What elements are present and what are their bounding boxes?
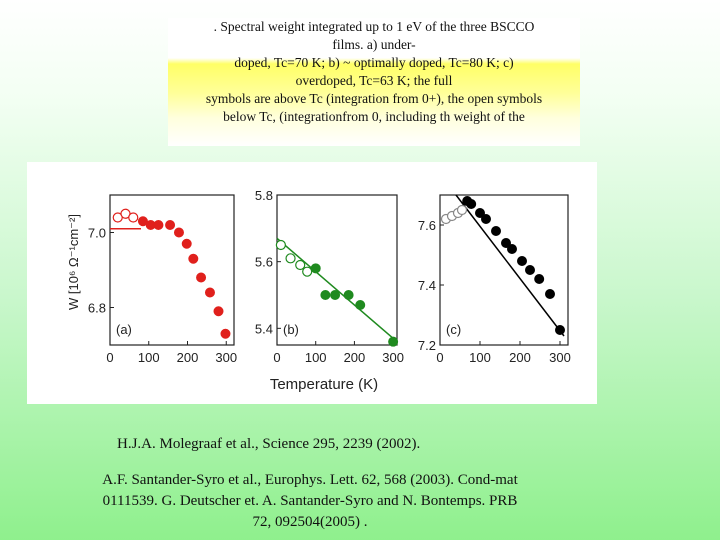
panel-2-label: (c): [446, 322, 461, 337]
panel-1-y-tick-label: 5.8: [255, 188, 273, 203]
panel-1-label: (b): [283, 322, 299, 337]
y-axis-label: W [10⁶ Ω⁻¹cm⁻²]: [66, 214, 81, 310]
panel-0-x-tick-label: 0: [106, 350, 113, 365]
panel-2-frame: [439, 194, 569, 346]
panel-0-x-tick-label: 200: [177, 350, 199, 365]
panel-1-frame: [276, 194, 398, 346]
panel-2-x-tick-label: 200: [509, 350, 531, 365]
panel-2-full-point: [525, 265, 535, 275]
panel-2-x-tick-label: 300: [549, 350, 571, 365]
panel-2-x-tick-label: 0: [436, 350, 443, 365]
reference-molegraaf: H.J.A. Molegraaf et al., Science 295, 22…: [117, 436, 421, 452]
panel-1-y-tick-label: 5.4: [255, 321, 273, 336]
panel-0-full-point: [196, 272, 207, 283]
figure-canvas: W [10⁶ Ω⁻¹cm⁻²] Temperature (K) 0 100 200 3…: [66, 188, 571, 393]
panel-0-y-tick-label: 7.0: [88, 226, 106, 241]
panel-0-full-point: [165, 220, 176, 230]
panel-1-open-point: [295, 259, 306, 271]
panel-1-x-tick-label: 100: [305, 350, 327, 365]
panel-2-full-point: [475, 208, 485, 218]
panel-2-y-tick-label: 7.4: [418, 278, 436, 293]
panel-1-open-point: [275, 239, 286, 251]
panel-0-y-tick-label: 6.8: [88, 301, 106, 316]
caption-line: symbols are above Tc (integration from 0…: [205, 91, 543, 106]
panel-0-full-point: [204, 287, 215, 298]
caption-line: overdoped, Tc=63 K; the full: [295, 73, 453, 88]
panel-0-full-point: [220, 328, 231, 339]
panel-0-x-tick-label: 100: [138, 350, 160, 365]
panel-0-full-point: [213, 306, 224, 317]
reference-line: 72, 092504(2005) .: [252, 514, 368, 530]
panel-2-full-point: [491, 226, 501, 236]
panel-0-label: (a): [116, 322, 132, 337]
panel-1-full-point: [388, 336, 399, 347]
panel-2-full-point: [507, 244, 517, 254]
panel-0-full-point: [173, 227, 184, 238]
panel-2-full-point: [555, 325, 565, 335]
panel-1-x-tick-label: 0: [273, 350, 280, 365]
panel-2-fit-line: [455, 194, 565, 337]
panel-2-full-point: [545, 289, 555, 299]
panel-1-full-point: [310, 263, 321, 274]
reference-line: 0111539. G. Deutscher et. A. Santander-S…: [102, 493, 518, 509]
panel-0-full-point: [181, 238, 192, 249]
panel-1-full-point: [320, 290, 331, 300]
panel-0-open-point: [128, 212, 139, 223]
panel-1-full-point: [355, 300, 366, 310]
caption-line: . Spectral weight integrated up to 1 eV …: [213, 19, 535, 34]
panel-0-full-point: [153, 220, 164, 230]
panel-0-frame: [109, 194, 235, 346]
reference-santander-syro: A.F. Santander-Syro et al., Europhys. Le…: [40, 470, 580, 533]
reference-line: A.F. Santander-Syro et al., Europhys. Le…: [102, 472, 518, 488]
spectral-weight-figure: W [10⁶ Ω⁻¹cm⁻²] Temperature (K) 0 100 200 3…: [27, 162, 597, 404]
panel-1-fit-line: [276, 237, 394, 339]
caption-line: doped, Tc=70 K; b) ~ optimally doped, Tc…: [234, 55, 514, 70]
panel-2-full-point: [501, 238, 511, 248]
panel-1-open-point: [302, 266, 313, 277]
panel-1-full-point: [330, 290, 341, 300]
panel-2-y-tick-label: 7.2: [418, 338, 436, 353]
panel-1-y-tick-label: 5.6: [255, 255, 273, 270]
caption-line: below Tc, (integrationfrom 0, including …: [223, 109, 525, 124]
panel-2-full-point: [534, 274, 545, 284]
panel-2-full-point: [517, 256, 527, 266]
panel-2-x-tick-label: 100: [469, 350, 491, 365]
x-axis-label: Temperature (K): [270, 376, 378, 393]
panel-2-open-point: [456, 204, 468, 216]
caption-text-box: . Spectral weight integrated up to 1 eV …: [168, 18, 580, 146]
panel-2-full-point: [481, 214, 491, 224]
panel-2-full-point: [466, 199, 477, 209]
panel-2-y-tick-label: 7.6: [418, 218, 436, 233]
panel-1-full-point: [343, 290, 354, 300]
panel-1-x-tick-label: 200: [344, 350, 366, 365]
caption-line: films. a) under-: [332, 37, 416, 52]
panel-1-x-tick-label: 300: [382, 350, 404, 365]
panel-0-full-point: [188, 253, 199, 264]
panel-0-x-tick-label: 300: [215, 350, 237, 365]
panel-1-open-point: [285, 253, 296, 264]
